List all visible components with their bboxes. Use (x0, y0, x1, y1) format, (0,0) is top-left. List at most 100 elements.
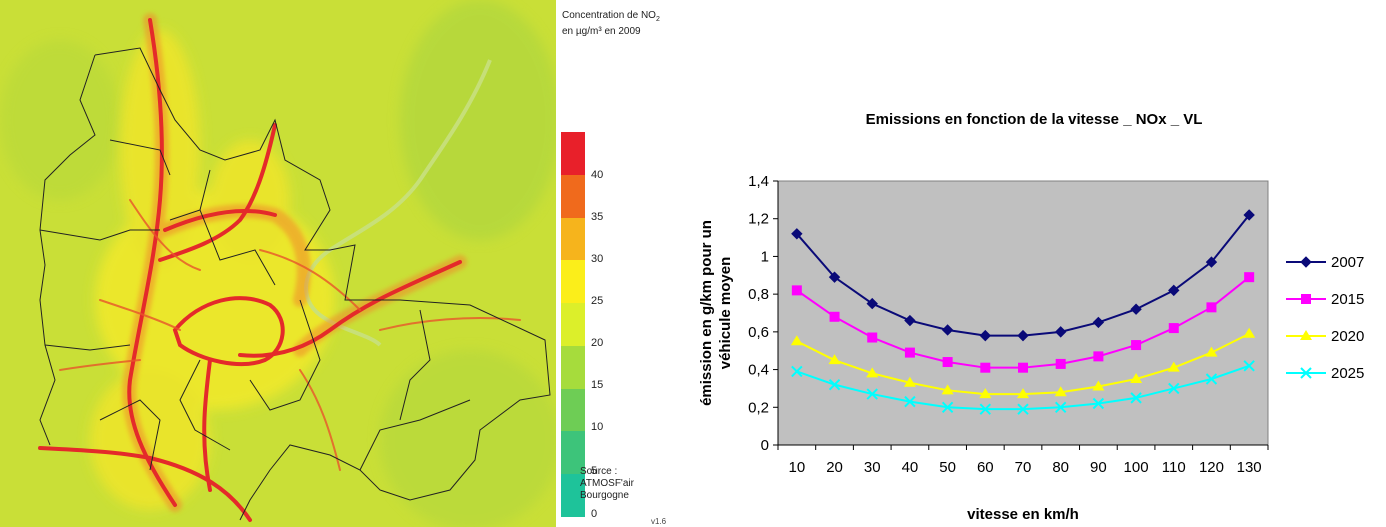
scale-swatch (561, 431, 585, 475)
y-axis-label: émission en g/km pour un véhicule moyen (698, 220, 734, 406)
marker-stroke (1017, 403, 1029, 415)
color-scale-bar (561, 132, 585, 518)
scale-swatch (561, 474, 585, 518)
data-point-2025 (828, 378, 841, 391)
x-axis-label: vitesse en km/h (967, 506, 1079, 523)
data-point-2025 (1092, 397, 1105, 410)
x-axis: 10 20 30 40 50 60 70 80 90 100 110 120 130 (777, 444, 1269, 476)
y-tick-label: 0,6 (748, 324, 769, 341)
legend-item-2007: 2007 (1286, 254, 1364, 271)
data-point-2007 (979, 329, 992, 342)
scale-swatch (561, 388, 585, 432)
x-tick-label: 30 (864, 459, 881, 476)
marker-stroke (941, 401, 954, 413)
data-point-2015 (829, 311, 840, 322)
scale-tick-label: 10 (591, 421, 604, 433)
data-point-2015 (942, 357, 953, 368)
data-point-2020 (1017, 388, 1029, 399)
legend-label: 2015 (1331, 291, 1364, 308)
map-green-zones (0, 0, 556, 527)
data-point-2007 (828, 271, 841, 283)
data-point-2007 (904, 314, 916, 327)
legend-title-line2: en µg/m³ en 2009 (562, 26, 641, 37)
scale-tick-label: 35 (591, 211, 604, 223)
scale-tick-label: 25 (591, 295, 604, 307)
map-boundaries (39, 47, 551, 521)
legend-marker (1300, 256, 1312, 268)
y-tick-label: 0,2 (748, 399, 769, 416)
marker-stroke (1205, 373, 1218, 385)
data-point-2007 (1243, 209, 1255, 221)
scale-swatch (561, 132, 585, 176)
source-line2: ATMOSF'air (580, 478, 634, 489)
scale-tick-label: 0 (591, 508, 598, 520)
marker-stroke (1300, 367, 1312, 379)
scale-swatch (561, 345, 585, 390)
y-axis: 0 0,2 0,4 0,6 0,8 1 1,2 1,4 (748, 173, 779, 454)
legend-title: Concentration de NO2 en µg/m³ en 2009 (562, 10, 660, 38)
data-point-2025 (1054, 401, 1067, 413)
marker-stroke (904, 395, 916, 408)
data-point-2015 (1168, 323, 1179, 334)
data-point-2025 (1017, 403, 1029, 415)
scale-swatch (561, 303, 585, 347)
marker-stroke (1243, 360, 1255, 372)
marker-stroke (791, 365, 803, 378)
y-tick-label: 1 (761, 248, 769, 265)
x-tick-label: 100 (1124, 459, 1149, 476)
y-tick-label: 1,2 (748, 211, 769, 228)
no2-concentration-map (0, 0, 556, 527)
chart-title: Emissions en fonction de la vitesse _ NO… (866, 111, 1203, 128)
series-2020 (790, 327, 1256, 399)
chart-legend: 2007 2015 2020 2025 (1286, 254, 1364, 382)
data-point-2025 (1130, 392, 1142, 404)
scale-tick-label: 40 (591, 169, 604, 181)
data-point-2007 (1205, 256, 1218, 268)
data-point-2020 (1054, 386, 1067, 397)
data-point-2015 (1018, 362, 1028, 373)
data-point-2015 (791, 285, 802, 296)
x-tick-label: 60 (977, 459, 994, 476)
y-tick-label: 0,4 (748, 362, 769, 379)
marker-stroke (866, 388, 878, 400)
version-label: v1.6 (651, 517, 667, 526)
data-point-2020 (979, 388, 992, 399)
legend-item-2015: 2015 (1286, 291, 1364, 308)
plot-area (777, 180, 1269, 446)
scale-tick-label: 15 (591, 379, 604, 391)
source-line3: Bourgogne (580, 490, 629, 501)
data-point-2015 (1093, 351, 1104, 362)
series-2007 (791, 209, 1255, 342)
x-tick-label: 10 (789, 459, 806, 476)
data-point-2020 (941, 384, 954, 395)
map-roads (38, 13, 521, 522)
data-point-2007 (1054, 326, 1067, 338)
data-point-2025 (791, 365, 803, 378)
data-point-2020 (1167, 361, 1180, 372)
data-point-2020 (1205, 346, 1218, 357)
data-point-2025 (941, 401, 954, 413)
data-point-2015 (1244, 272, 1255, 283)
emissions-chart: Emissions en fonction de la vitesse _ NO… (690, 0, 1386, 527)
data-point-2015 (1206, 302, 1217, 313)
chart-svg: Emissions en fonction de la vitesse _ NO… (698, 111, 1364, 523)
data-point-2007 (1017, 329, 1029, 342)
scale-swatch (561, 217, 585, 261)
x-tick-label: 40 (902, 459, 919, 476)
marker-stroke (979, 403, 992, 415)
data-point-2020 (903, 376, 916, 387)
y-tick-label: 0,8 (748, 286, 769, 303)
marker-stroke (1130, 392, 1142, 404)
data-point-2020 (1243, 327, 1256, 338)
data-point-2020 (1130, 373, 1143, 383)
marker-stroke (828, 378, 841, 391)
x-tick-label: 120 (1199, 459, 1224, 476)
legend-marker (1301, 294, 1311, 304)
x-tick-label: 70 (1015, 459, 1032, 476)
data-point-2025 (979, 403, 992, 415)
data-point-2020 (1092, 380, 1105, 391)
source-line1: Source : (580, 466, 618, 477)
scale-swatch (561, 260, 585, 304)
legend-marker (1300, 367, 1312, 379)
map-image (0, 0, 556, 527)
